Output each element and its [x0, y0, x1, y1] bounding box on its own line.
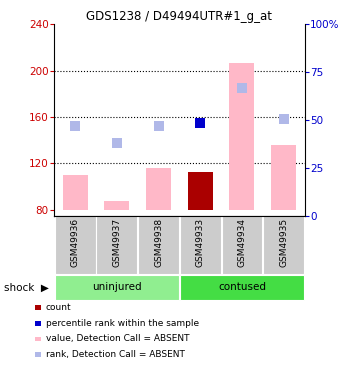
FancyBboxPatch shape	[222, 216, 262, 274]
Point	[114, 140, 120, 146]
FancyBboxPatch shape	[138, 216, 179, 274]
Text: contused: contused	[218, 282, 266, 292]
Text: GSM49935: GSM49935	[279, 218, 288, 267]
Bar	[271, 145, 296, 210]
FancyBboxPatch shape	[55, 275, 179, 300]
Point	[197, 120, 203, 126]
Text: GSM49936: GSM49936	[71, 218, 79, 267]
Text: count: count	[46, 303, 71, 312]
Text: value, Detection Call = ABSENT: value, Detection Call = ABSENT	[46, 334, 189, 344]
Bar	[63, 175, 88, 210]
Text: GSM49938: GSM49938	[154, 218, 163, 267]
Text: GSM49934: GSM49934	[237, 218, 246, 267]
Text: shock  ▶: shock ▶	[4, 283, 48, 293]
Title: GDS1238 / D49494UTR#1_g_at: GDS1238 / D49494UTR#1_g_at	[86, 10, 272, 23]
Text: GSM49933: GSM49933	[196, 218, 205, 267]
Point	[156, 123, 161, 129]
Bar	[230, 63, 254, 210]
Text: GSM49937: GSM49937	[112, 218, 121, 267]
Bar	[146, 168, 171, 210]
Bar	[104, 201, 129, 210]
Point	[239, 85, 245, 91]
FancyBboxPatch shape	[96, 216, 137, 274]
Text: uninjured: uninjured	[92, 282, 142, 292]
Point	[281, 116, 286, 122]
Text: rank, Detection Call = ABSENT: rank, Detection Call = ABSENT	[46, 350, 184, 359]
Text: percentile rank within the sample: percentile rank within the sample	[46, 319, 199, 328]
FancyBboxPatch shape	[180, 216, 220, 274]
Bar	[188, 172, 213, 210]
FancyBboxPatch shape	[263, 216, 304, 274]
FancyBboxPatch shape	[180, 275, 304, 300]
Point	[72, 123, 78, 129]
FancyBboxPatch shape	[55, 216, 96, 274]
